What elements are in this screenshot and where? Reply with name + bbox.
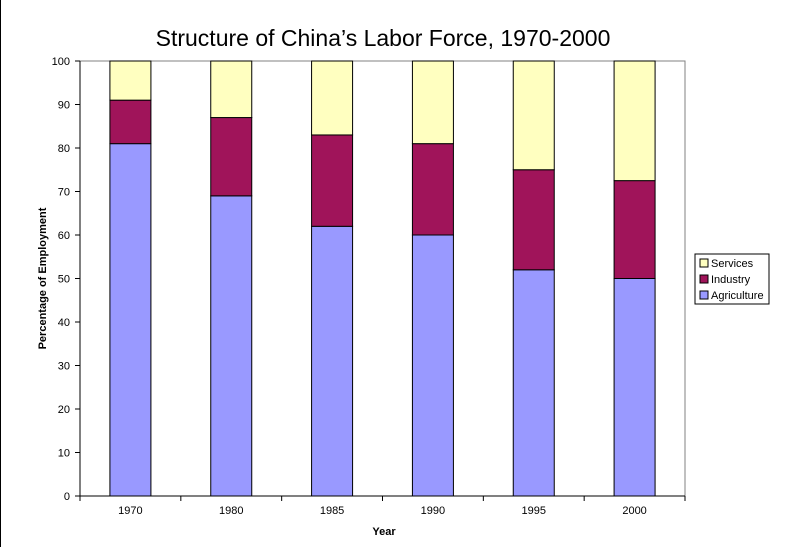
y-tick-label-10: 10 — [58, 448, 70, 460]
legend-swatch-industry — [699, 274, 709, 284]
chart-title: Structure of China’s Labor Force, 1970-2… — [156, 25, 611, 51]
y-tick-label-0: 0 — [64, 491, 70, 503]
bar-industry-1980 — [210, 117, 253, 197]
x-axis: 1970 1980 1985 1990 1995 2000 — [79, 495, 686, 517]
bar-industry-1995 — [512, 169, 555, 271]
page-left-border — [0, 0, 1, 547]
bar-agriculture-1980 — [210, 195, 253, 497]
bar-agriculture-1995 — [512, 269, 555, 497]
y-tick-label-50: 50 — [58, 274, 70, 286]
x-tick-label-1990: 1990 — [421, 505, 445, 517]
bar-services-1990 — [411, 60, 454, 145]
x-tick-label-1980: 1980 — [219, 505, 243, 517]
bar-industry-1985 — [311, 134, 354, 227]
y-tick-label-60: 60 — [58, 230, 70, 242]
plot-area-border — [79, 60, 686, 497]
bar-industry-1990 — [411, 143, 454, 236]
x-axis-title: Year — [372, 526, 396, 538]
legend-label-industry: Industry — [711, 274, 751, 286]
legend-label-agriculture: Agriculture — [711, 290, 764, 302]
y-axis-title: Percentage of Employment — [37, 207, 49, 349]
y-tick-label-40: 40 — [58, 317, 70, 329]
bar-industry-2000 — [613, 180, 656, 279]
bar-services-2000 — [613, 60, 656, 182]
bar-agriculture-2000 — [613, 278, 656, 497]
legend-swatch-services — [699, 258, 709, 268]
x-tick-label-2000: 2000 — [622, 505, 646, 517]
x-tick-label-1995: 1995 — [522, 505, 546, 517]
bar-agriculture-1990 — [411, 234, 454, 497]
x-tick-label-1970: 1970 — [118, 505, 142, 517]
bars-group — [109, 60, 656, 497]
y-tick-label-20: 20 — [58, 404, 70, 416]
bar-services-1970 — [109, 60, 152, 101]
bar-industry-1970 — [109, 99, 152, 145]
bar-services-1985 — [311, 60, 354, 136]
y-tick-label-70: 70 — [58, 187, 70, 199]
y-tick-label-100: 100 — [52, 56, 70, 68]
bar-agriculture-1970 — [109, 143, 152, 497]
legend: Services Industry Agriculture — [694, 253, 770, 305]
y-tick-label-90: 90 — [58, 100, 70, 112]
bar-agriculture-1985 — [311, 225, 354, 497]
y-axis: 0 10 20 30 40 50 60 70 80 90 100 — [52, 56, 81, 503]
legend-swatch-agriculture — [699, 290, 709, 300]
y-tick-label-80: 80 — [58, 143, 70, 155]
bar-services-1980 — [210, 60, 253, 119]
y-tick-label-30: 30 — [58, 361, 70, 373]
legend-label-services: Services — [711, 258, 754, 270]
x-tick-label-1985: 1985 — [320, 505, 344, 517]
bar-services-1995 — [512, 60, 555, 171]
